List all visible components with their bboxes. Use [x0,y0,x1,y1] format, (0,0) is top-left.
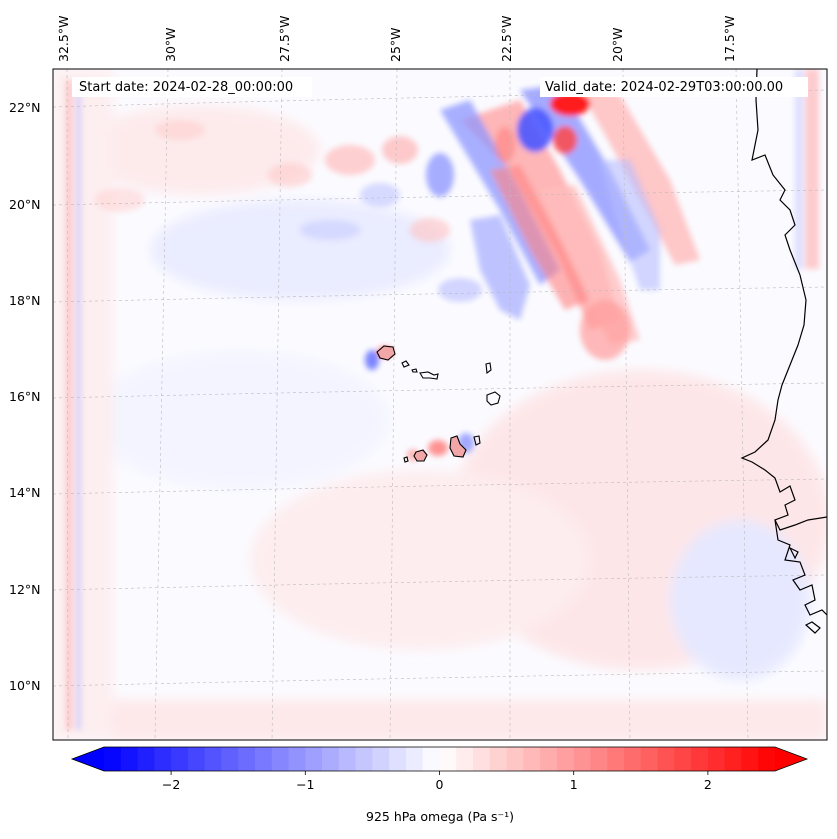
colorbar-tick-label: 0 [436,777,444,792]
island-brava [403,456,409,463]
lat-label: 18°N [9,293,41,308]
island-boa-vista [486,391,501,406]
colorbar-tick-label: 1 [570,777,578,792]
colorbar-cell [137,747,155,771]
cape-verde-islands [376,345,501,463]
coastlines [740,69,827,634]
colorbar-cell [724,747,743,771]
lon-label: 30°W [163,27,178,62]
colorbar-ticks: −2 −1 0 1 2 [162,771,712,792]
island-santiago [449,435,467,458]
island-sao-nicolau [419,371,439,380]
colorbar-cell [422,747,441,771]
colorbar-cell [473,747,491,771]
lon-label: 25°W [388,27,403,62]
colorbar-cell [540,747,558,771]
lat-label: 12°N [9,582,41,597]
colorbar-cell [573,747,592,771]
colorbar-cell [741,747,759,771]
colorbar-cell [489,747,508,771]
map-panel [53,69,827,740]
colorbar-extend-max [775,747,807,771]
lon-label: 17.5°W [722,16,737,62]
island-sal [485,362,492,375]
colorbar-cell [405,747,424,771]
omega-field [53,69,827,740]
colorbar-cell [355,747,374,771]
colorbar-cell [758,747,776,771]
colorbar-cell [238,747,256,771]
valid-date-label: Valid_date: 2024-02-29T03:00:00.00 [545,80,783,95]
colorbar-cell [624,747,642,771]
colorbar: −2 −1 0 1 2 925 hPa omega (Pa s⁻¹) [70,746,809,824]
colorbar-tick-label: −1 [296,777,314,792]
island-sao-vicente [401,360,410,368]
valid-date-box [540,77,808,97]
start-date-box [72,77,312,97]
island-fogo [413,449,428,462]
colorbar-tick-label: −2 [162,777,180,792]
colorbar-cell [271,747,290,771]
colorbar-cell [372,747,390,771]
colorbar-cell [691,747,709,771]
lat-label: 10°N [9,678,41,693]
colorbar-cell [439,747,457,771]
colorbar-cell [171,747,189,771]
start-date-label: Start date: 2024-02-28_00:00:00 [79,80,293,95]
colorbar-cell [221,747,239,771]
colorbar-cell [338,747,357,771]
island-santa-luzia [411,368,418,373]
colorbar-cell [674,747,692,771]
colorbar-cell [204,747,223,771]
colorbar-tick-label: 2 [704,777,712,792]
colorbar-label: 925 hPa omega (Pa s⁻¹) [366,809,514,824]
colorbar-cell [523,747,541,771]
colorbar-cell [187,747,206,771]
colorbar-outline [70,746,809,772]
lon-label: 20°W [610,27,625,62]
colorbar-cell [120,747,139,771]
island-santo-antao [376,345,396,361]
colorbar-cell [104,747,122,771]
map-frame [52,68,828,741]
colorbar-cell [322,747,340,771]
lat-label: 14°N [9,485,41,500]
colorbar-cell [154,747,172,771]
lat-label: 16°N [9,389,41,404]
colorbar-cell [657,747,675,771]
lon-label: 32.5°W [56,16,71,62]
latitude-labels: 22°N 20°N 18°N 16°N 14°N 12°N 10°N [9,100,41,693]
colorbar-cell [640,747,659,771]
colorbar-cell [456,747,474,771]
colorbar-cell [305,747,323,771]
colorbar-cell [590,747,608,771]
gridlines [53,69,827,740]
colorbar-extend-min [72,747,104,771]
colorbar-cell [556,747,575,771]
lon-label: 27.5°W [277,16,292,62]
island-maio [473,435,481,446]
lat-label: 20°N [9,197,41,212]
lon-label: 22.5°W [499,16,514,62]
africa-coastline [740,69,827,531]
colorbar-cells [104,747,776,771]
colorbar-cell [254,747,273,771]
colorbar-cell [506,747,524,771]
lat-label: 22°N [9,100,41,115]
longitude-labels: 32.5°W 30°W 27.5°W 25°W 22.5°W 20°W 17.5… [56,16,737,62]
colorbar-cell [607,747,625,771]
colorbar-cell [288,747,306,771]
colorbar-cell [389,747,407,771]
colorbar-cell [707,747,726,771]
